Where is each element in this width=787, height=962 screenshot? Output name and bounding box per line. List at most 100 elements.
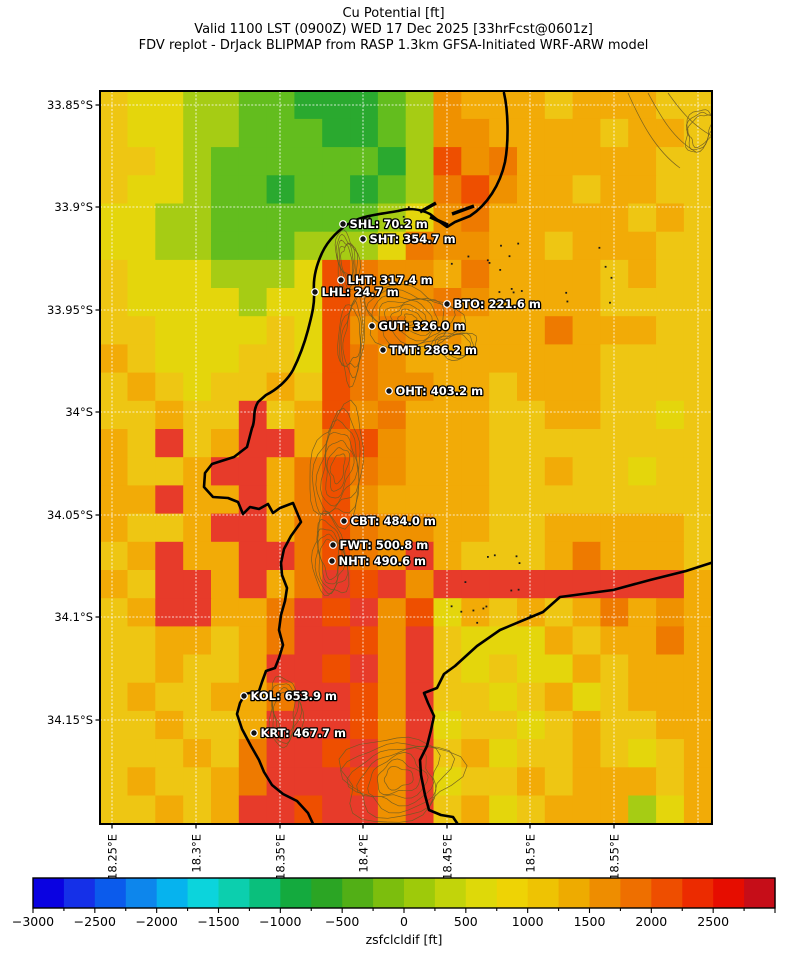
grid-cell — [461, 118, 490, 148]
grid-cell — [183, 598, 212, 627]
grid-cell — [489, 541, 518, 571]
grid-cell — [656, 316, 685, 345]
grid-cell — [350, 175, 379, 205]
grid-cell — [461, 344, 490, 374]
grid-cell — [155, 288, 184, 317]
grid-cell — [600, 485, 629, 515]
grid-cell — [600, 175, 629, 205]
grid-cell — [433, 485, 462, 515]
grid-cell — [127, 710, 156, 740]
grid-cell — [433, 767, 462, 797]
grid-cell — [238, 147, 268, 176]
grid-cell — [377, 626, 407, 656]
graticule-lines — [100, 91, 712, 824]
grid-cell — [377, 400, 407, 430]
grid-cell — [183, 541, 212, 571]
grid-cell — [294, 231, 323, 261]
grid-cell — [155, 739, 184, 768]
grid-cell — [433, 457, 462, 486]
raster-grid — [100, 91, 712, 824]
grid-cell — [517, 429, 546, 458]
grid-cell — [350, 710, 379, 740]
map-speck — [498, 291, 501, 293]
grid-cell — [183, 400, 212, 430]
grid-cell — [238, 316, 268, 345]
contour-line — [686, 111, 712, 151]
grid-cell — [461, 429, 490, 458]
map-speck — [493, 554, 496, 557]
station-label-lhl: LHL: 24.7 m — [322, 285, 399, 299]
contour-line — [311, 510, 350, 596]
grid-cell — [656, 626, 685, 656]
grid-cell — [461, 513, 490, 543]
grid-cell — [517, 570, 546, 599]
contour-line — [434, 332, 474, 359]
grid-cell — [100, 344, 129, 374]
grid-cell — [238, 259, 268, 289]
grid-cell — [656, 400, 685, 430]
grid-cell — [600, 259, 629, 289]
map-speck — [508, 255, 511, 258]
grid-cell — [100, 682, 129, 712]
station-dot-lht — [337, 276, 345, 284]
grid-cell — [155, 316, 184, 345]
y-tick-label: 33.95°S — [47, 303, 93, 317]
grid-cell — [266, 316, 295, 345]
map-speck — [457, 298, 460, 300]
grid-cell — [155, 513, 184, 543]
x-tick-label: 18.4°E — [357, 834, 371, 873]
grid-cell — [350, 118, 379, 148]
grid-cell — [127, 598, 156, 627]
grid-cell — [100, 570, 129, 599]
coastline — [202, 91, 712, 824]
map-speck — [499, 269, 502, 271]
contour-line — [390, 303, 429, 330]
grid-cell — [155, 485, 184, 515]
grid-cell — [461, 485, 490, 515]
grid-cell — [572, 175, 601, 205]
grid-cell — [600, 570, 629, 599]
grid-cell — [238, 541, 268, 571]
grid-cell — [405, 118, 435, 148]
grid-cell — [100, 739, 129, 768]
grid-cell — [628, 147, 657, 176]
grid-cell — [600, 316, 629, 345]
y-tick-label: 34.05°S — [47, 508, 93, 522]
grid-cell — [628, 429, 657, 458]
grid-cell — [572, 259, 601, 289]
grid-cell — [489, 654, 518, 684]
map-speck — [520, 290, 523, 292]
station-dot-krt — [250, 729, 258, 737]
grid-cell — [211, 570, 240, 599]
grid-cell — [322, 288, 351, 317]
station-dot-nht — [328, 557, 336, 565]
terrain-contours — [268, 92, 712, 823]
grid-cell — [600, 541, 629, 571]
contour-line — [324, 440, 355, 499]
grid-cell — [572, 541, 601, 571]
colorbar-tick-label: −1000 — [259, 914, 301, 929]
contour-line — [436, 333, 471, 356]
grid-cell — [461, 739, 490, 768]
grid-cell — [656, 118, 685, 148]
grid-cell — [322, 485, 351, 515]
grid-cell — [100, 710, 129, 740]
contour-line — [340, 742, 456, 819]
grid-cell — [155, 767, 184, 797]
colorbar-segment — [682, 878, 714, 908]
grid-cell — [656, 175, 685, 205]
grid-cell — [572, 626, 601, 656]
grid-cell — [155, 682, 184, 712]
contour-line — [667, 92, 712, 137]
grid-cell — [127, 767, 156, 797]
grid-cell — [544, 118, 574, 148]
grid-cell — [266, 429, 295, 458]
map-speck — [604, 265, 607, 268]
contour-line — [346, 745, 441, 814]
grid-cell — [544, 175, 574, 205]
grid-cell — [183, 682, 212, 712]
grid-cell — [377, 710, 407, 740]
grid-cell — [238, 429, 268, 458]
